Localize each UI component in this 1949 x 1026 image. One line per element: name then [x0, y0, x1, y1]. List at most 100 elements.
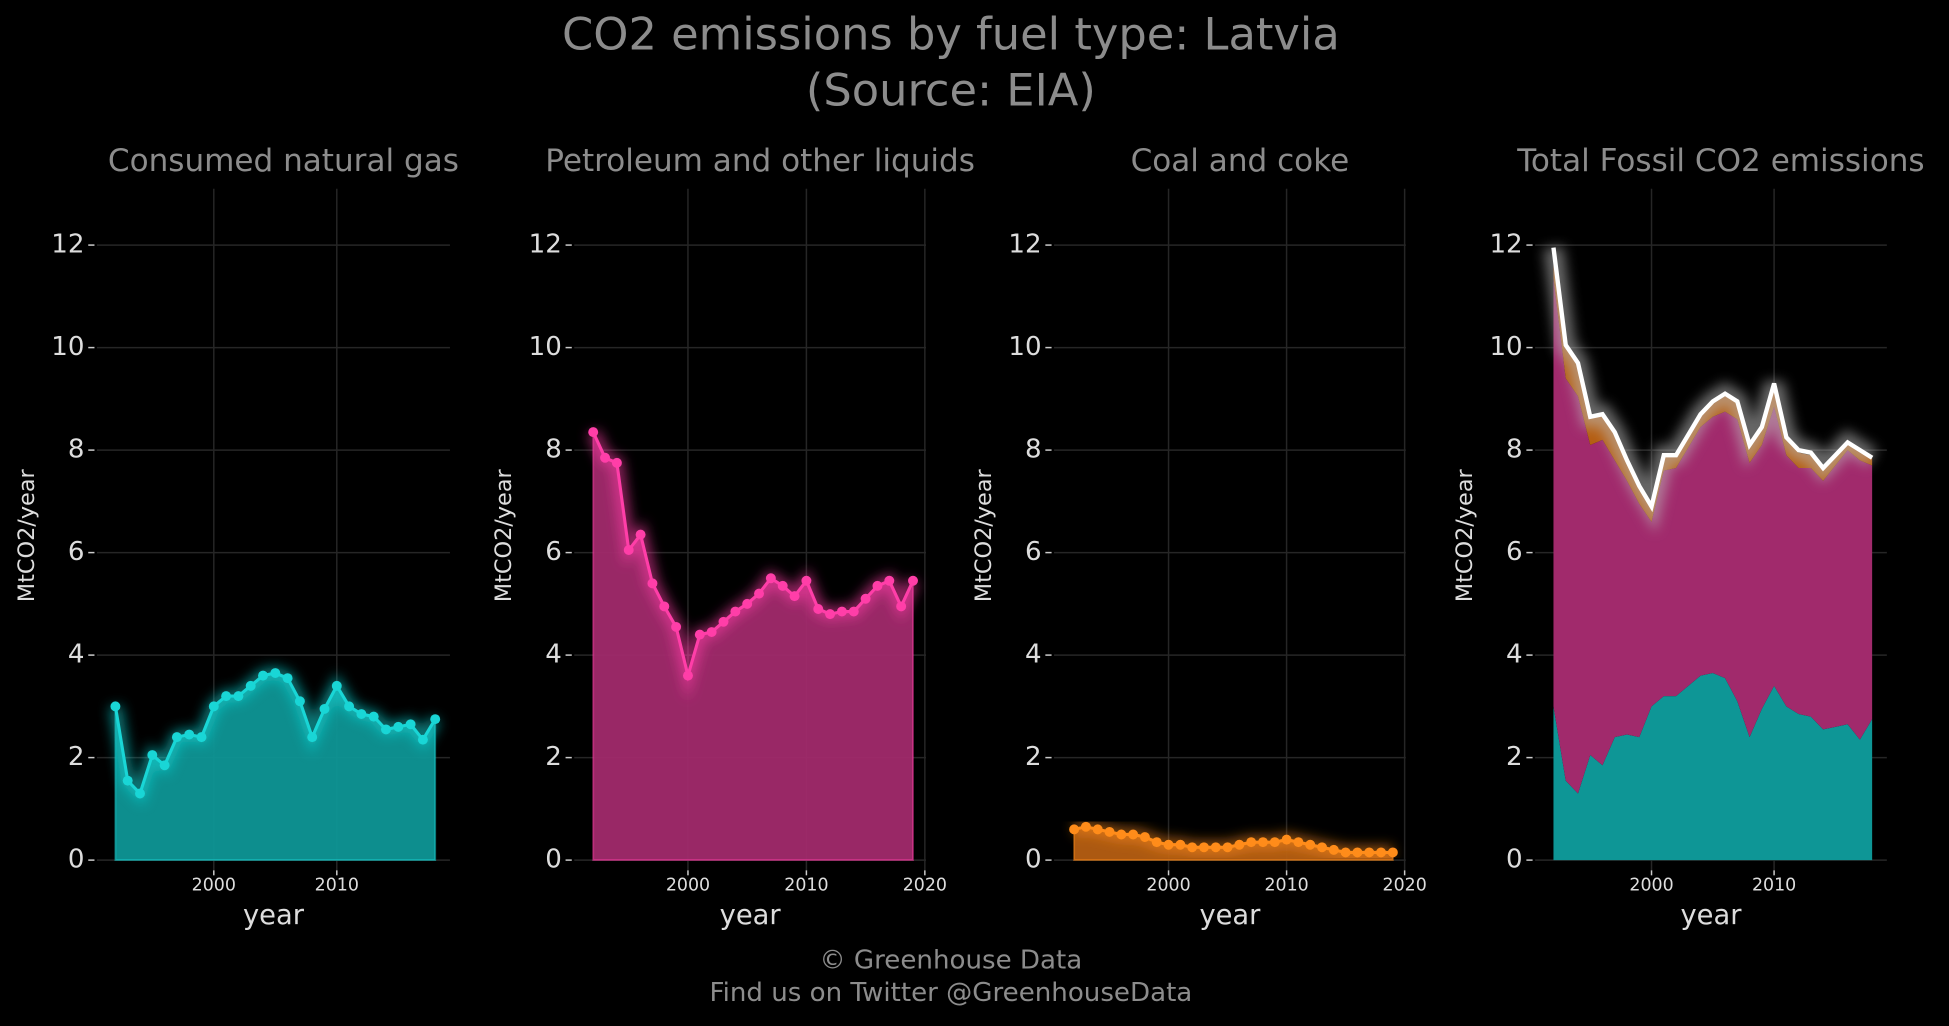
y-tick-label: 2 [1025, 742, 1042, 772]
marker [307, 732, 318, 743]
y-tick-label: 2 [1506, 742, 1523, 772]
marker [836, 606, 847, 617]
panel-title: Petroleum and other liquids [545, 143, 975, 179]
marker [221, 691, 232, 702]
x-tick-label: 2000 [1146, 875, 1190, 895]
marker [1139, 832, 1150, 843]
x-axis-label: year [720, 900, 782, 931]
marker [647, 578, 658, 589]
y-tick-label: 8 [1025, 435, 1042, 465]
marker [1246, 837, 1257, 848]
marker [122, 775, 133, 786]
marker [1281, 834, 1292, 845]
y-axis-label: MtCO2/year [491, 468, 517, 602]
marker [270, 668, 281, 679]
marker [801, 575, 812, 586]
marker [1069, 824, 1080, 835]
marker [294, 696, 305, 707]
marker [208, 701, 219, 712]
marker [196, 732, 207, 743]
panel-title: Consumed natural gas [108, 143, 459, 179]
marker [1187, 842, 1198, 853]
x-axis-label: year [243, 900, 305, 931]
marker [1317, 842, 1327, 853]
marker [730, 606, 741, 617]
x-axis-label: year [1199, 900, 1261, 931]
marker [1163, 839, 1174, 850]
y-tick-label: 2 [68, 742, 85, 772]
marker [110, 701, 121, 712]
marker [1092, 824, 1103, 835]
marker [1269, 837, 1280, 848]
marker [1116, 829, 1127, 840]
subtitle: (Source: EIA) [806, 63, 1096, 116]
marker [393, 721, 404, 732]
y-tick-label: 6 [1506, 537, 1523, 567]
y-tick-label: 8 [545, 435, 562, 465]
panel-title: Total Fossil CO2 emissions [1516, 143, 1924, 179]
y-tick-label: 0 [68, 845, 85, 875]
marker [611, 457, 622, 468]
marker [659, 601, 670, 612]
y-axis-label: MtCO2/year [971, 468, 997, 602]
marker [635, 529, 646, 540]
y-tick-label: 6 [1025, 537, 1042, 567]
marker [848, 606, 859, 617]
marker [1305, 839, 1316, 850]
y-axis-label: MtCO2/year [1452, 468, 1478, 602]
y-tick-label: 4 [545, 640, 562, 670]
marker [233, 691, 244, 702]
marker [860, 593, 871, 604]
marker [1175, 839, 1186, 850]
stacked-area [1553, 673, 1873, 861]
x-tick-label: 2010 [1752, 875, 1796, 895]
y-tick-label: 4 [1025, 640, 1042, 670]
marker [600, 452, 611, 463]
y-tick-label: 0 [1506, 845, 1523, 875]
marker [1328, 844, 1339, 855]
marker [1352, 847, 1363, 858]
marker [718, 616, 729, 627]
marker [1387, 847, 1398, 858]
marker [171, 732, 182, 743]
marker [405, 719, 416, 730]
marker [135, 788, 145, 799]
marker [706, 627, 717, 638]
marker [319, 703, 330, 714]
y-tick-label: 4 [1506, 640, 1523, 670]
marker [381, 724, 391, 735]
title: CO2 emissions by fuel type: Latvia [562, 8, 1340, 61]
y-tick-label: 12 [51, 230, 84, 260]
marker [1364, 847, 1375, 858]
marker [331, 680, 342, 691]
marker [671, 621, 682, 632]
stacked-area [1553, 278, 1873, 794]
total-line [1551, 247, 1874, 513]
marker [1258, 837, 1268, 848]
marker [344, 701, 355, 712]
y-tick-label: 2 [545, 742, 562, 772]
marker [742, 598, 753, 609]
marker [368, 711, 379, 722]
marker [588, 427, 599, 438]
marker [356, 709, 367, 720]
marker [682, 670, 693, 681]
marker [1293, 837, 1304, 848]
x-tick-label: 2000 [666, 875, 710, 895]
line [591, 431, 915, 682]
marker [282, 673, 293, 684]
marker [754, 588, 764, 599]
marker [1340, 847, 1351, 858]
footer: © Greenhouse Data [820, 946, 1083, 976]
marker [1376, 847, 1386, 858]
y-tick-label: 0 [1025, 845, 1042, 875]
y-tick-label: 8 [1506, 435, 1523, 465]
marker [777, 580, 788, 591]
line [1073, 825, 1393, 854]
y-tick-label: 12 [1489, 230, 1522, 260]
y-tick-label: 10 [51, 332, 84, 362]
marker [908, 575, 918, 586]
y-tick-label: 0 [545, 845, 562, 875]
marker [813, 604, 824, 614]
